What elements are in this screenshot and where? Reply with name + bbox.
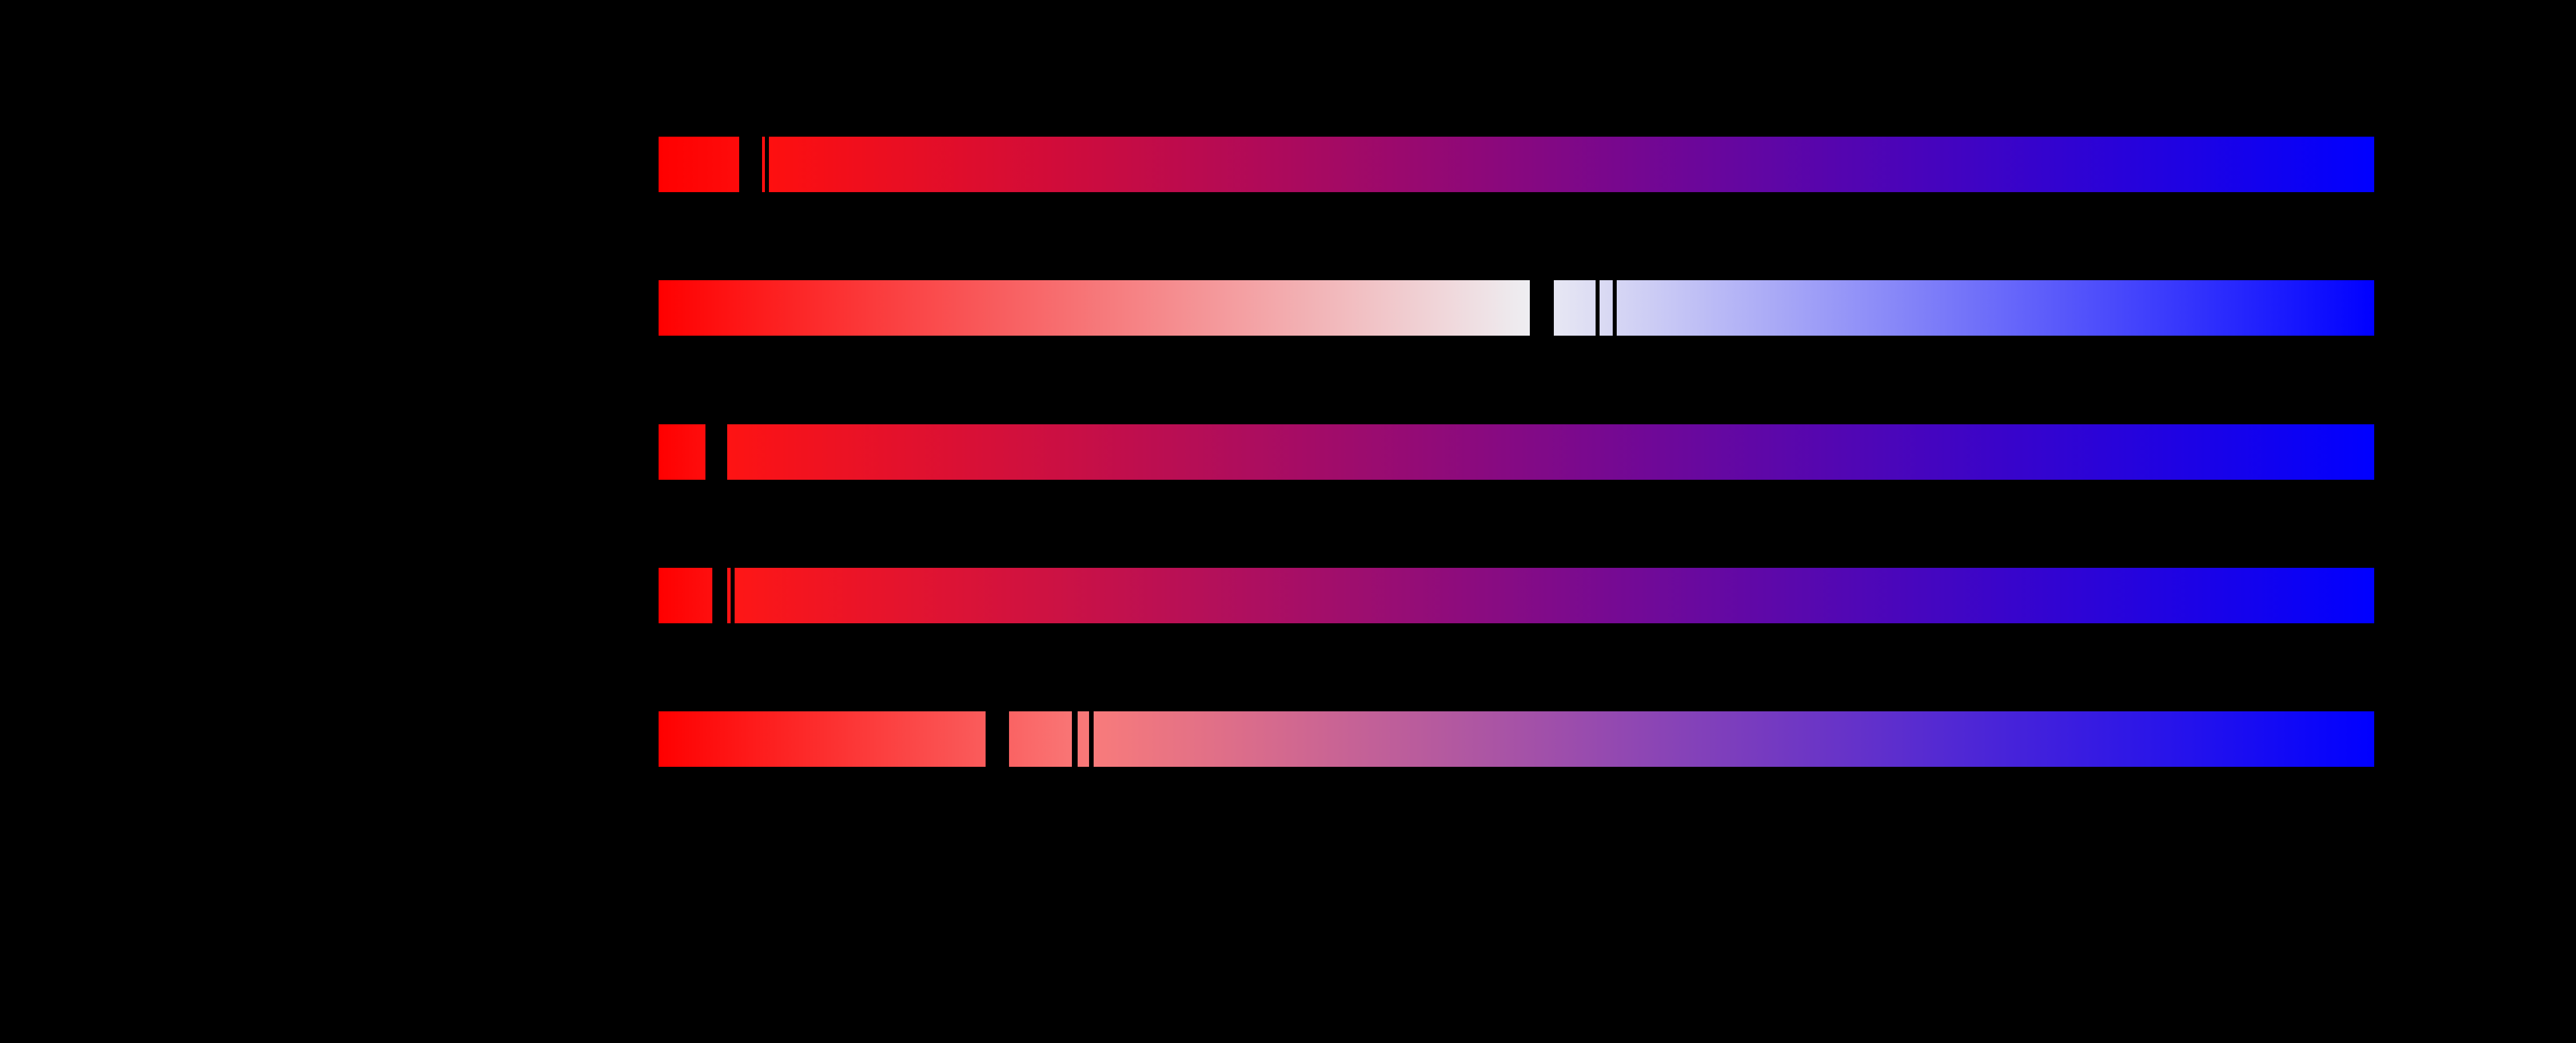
colorbar-segment — [1600, 280, 1613, 336]
colorbar-segment — [761, 137, 765, 192]
colorbar-track — [0, 424, 2576, 480]
colorbar-segment — [1094, 711, 2374, 767]
colorbar-segment — [768, 137, 2374, 192]
colorbar-segment — [727, 424, 2374, 480]
colorbar-track — [0, 711, 2576, 767]
colorbar-track — [0, 137, 2576, 192]
colorbar-segment — [1078, 711, 1090, 767]
colorbar-segment — [659, 568, 712, 623]
colorbar-segment — [659, 137, 740, 192]
colorbar-segment — [659, 424, 705, 480]
colorbar-segment — [659, 280, 1530, 336]
colorbar-track — [0, 568, 2576, 623]
colorbar-track — [0, 280, 2576, 336]
colorbar-segment — [659, 711, 986, 767]
colorbar-segment — [727, 568, 731, 623]
colorbar-segment — [1553, 280, 1596, 336]
colorbar-segment — [734, 568, 2374, 623]
colorbar-segment — [1009, 711, 1072, 767]
colorbar-segment — [1617, 280, 2374, 336]
